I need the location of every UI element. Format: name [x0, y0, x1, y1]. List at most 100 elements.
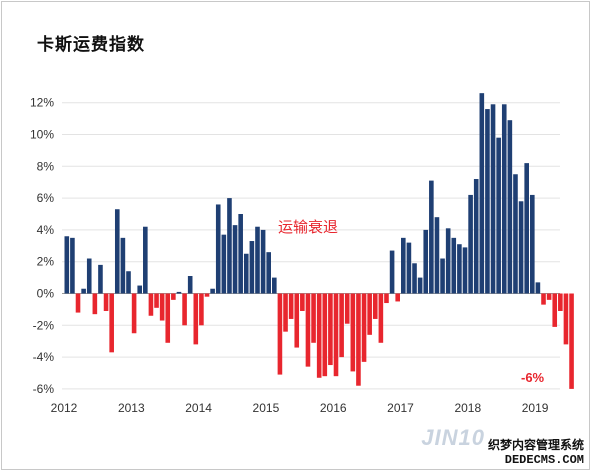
bar	[176, 291, 182, 294]
bar	[496, 137, 501, 294]
bar	[350, 293, 356, 372]
bar	[372, 293, 378, 319]
bar	[171, 293, 176, 300]
bar	[423, 229, 429, 294]
bar	[558, 293, 563, 311]
y-tick-label: 2%	[37, 255, 55, 269]
bar	[92, 293, 98, 315]
bar	[294, 293, 300, 348]
x-tick-label: 2012	[51, 401, 78, 415]
bar	[524, 163, 529, 294]
bar	[187, 276, 193, 294]
x-tick-label: 2013	[118, 401, 145, 415]
bar	[98, 264, 103, 294]
bar	[238, 214, 243, 294]
y-tick-label: 4%	[37, 223, 55, 237]
bar	[305, 293, 311, 367]
bar	[535, 282, 541, 294]
bar	[120, 237, 126, 294]
bar	[401, 237, 406, 294]
bar	[473, 179, 479, 294]
bars	[64, 93, 574, 389]
bar	[546, 293, 552, 300]
bar	[457, 244, 462, 294]
bar	[165, 293, 171, 343]
bar	[518, 201, 524, 294]
bar	[154, 293, 159, 308]
watermark-brand: JIN10	[421, 425, 485, 450]
bar	[378, 293, 384, 343]
bar	[569, 293, 574, 389]
y-tick-label: -4%	[33, 350, 55, 364]
bar	[243, 253, 249, 294]
bar	[266, 252, 271, 294]
bar	[434, 217, 440, 294]
bar	[86, 258, 92, 294]
bar	[356, 293, 361, 386]
watermark-line2: DEDECMS.COM	[503, 453, 585, 467]
bar	[541, 293, 546, 305]
y-tick-label: 6%	[37, 191, 55, 205]
x-tick-label: 2014	[185, 401, 212, 415]
bar	[328, 293, 333, 366]
bar	[143, 226, 148, 294]
bar	[232, 225, 238, 294]
bar	[417, 277, 423, 294]
bar	[367, 293, 372, 335]
y-tick-label: 10%	[30, 128, 54, 142]
bar	[193, 293, 199, 345]
bar	[530, 194, 535, 294]
x-tick-label: 2017	[387, 401, 414, 415]
bar	[260, 229, 266, 294]
bar	[126, 271, 131, 294]
y-tick-label: 8%	[37, 159, 55, 173]
bar	[131, 293, 137, 334]
bar	[182, 293, 187, 326]
chart-title: 卡斯运费指数	[37, 35, 145, 55]
watermark-line1: 织梦内容管理系统	[486, 436, 585, 453]
bar	[333, 293, 339, 377]
bar	[227, 198, 232, 294]
bar	[103, 293, 109, 311]
x-tick-label: 2016	[320, 401, 347, 415]
bar	[215, 204, 221, 294]
y-tick-label: 12%	[30, 96, 54, 110]
bar	[159, 293, 165, 321]
bar	[490, 104, 496, 294]
bar	[199, 293, 204, 326]
bar	[148, 293, 154, 316]
annotation-transport-recession: 运输衰退	[278, 218, 338, 236]
bar	[316, 293, 322, 378]
bar	[70, 237, 75, 294]
bar	[210, 288, 215, 294]
bar	[221, 234, 227, 294]
x-tick-label: 2018	[454, 401, 481, 415]
bar	[114, 209, 120, 294]
bar	[468, 194, 473, 294]
bar	[344, 293, 350, 324]
bar	[249, 241, 255, 294]
bar	[322, 293, 328, 377]
bar	[75, 293, 81, 313]
bar	[311, 293, 316, 343]
y-tick-label: 0%	[37, 287, 55, 301]
bar	[81, 288, 86, 294]
bar	[412, 263, 417, 294]
y-tick-label: -2%	[33, 318, 55, 332]
bar	[300, 293, 305, 311]
bar	[406, 242, 412, 294]
bar	[361, 293, 367, 362]
bar	[64, 236, 70, 294]
bar	[479, 93, 485, 294]
bar	[384, 293, 389, 304]
bar	[552, 293, 558, 327]
bar	[462, 247, 468, 294]
bar	[440, 258, 445, 294]
bar	[507, 120, 513, 294]
bar	[109, 293, 114, 353]
bar	[272, 277, 277, 294]
bar	[389, 250, 395, 294]
bar	[563, 293, 569, 345]
bar	[429, 180, 434, 294]
